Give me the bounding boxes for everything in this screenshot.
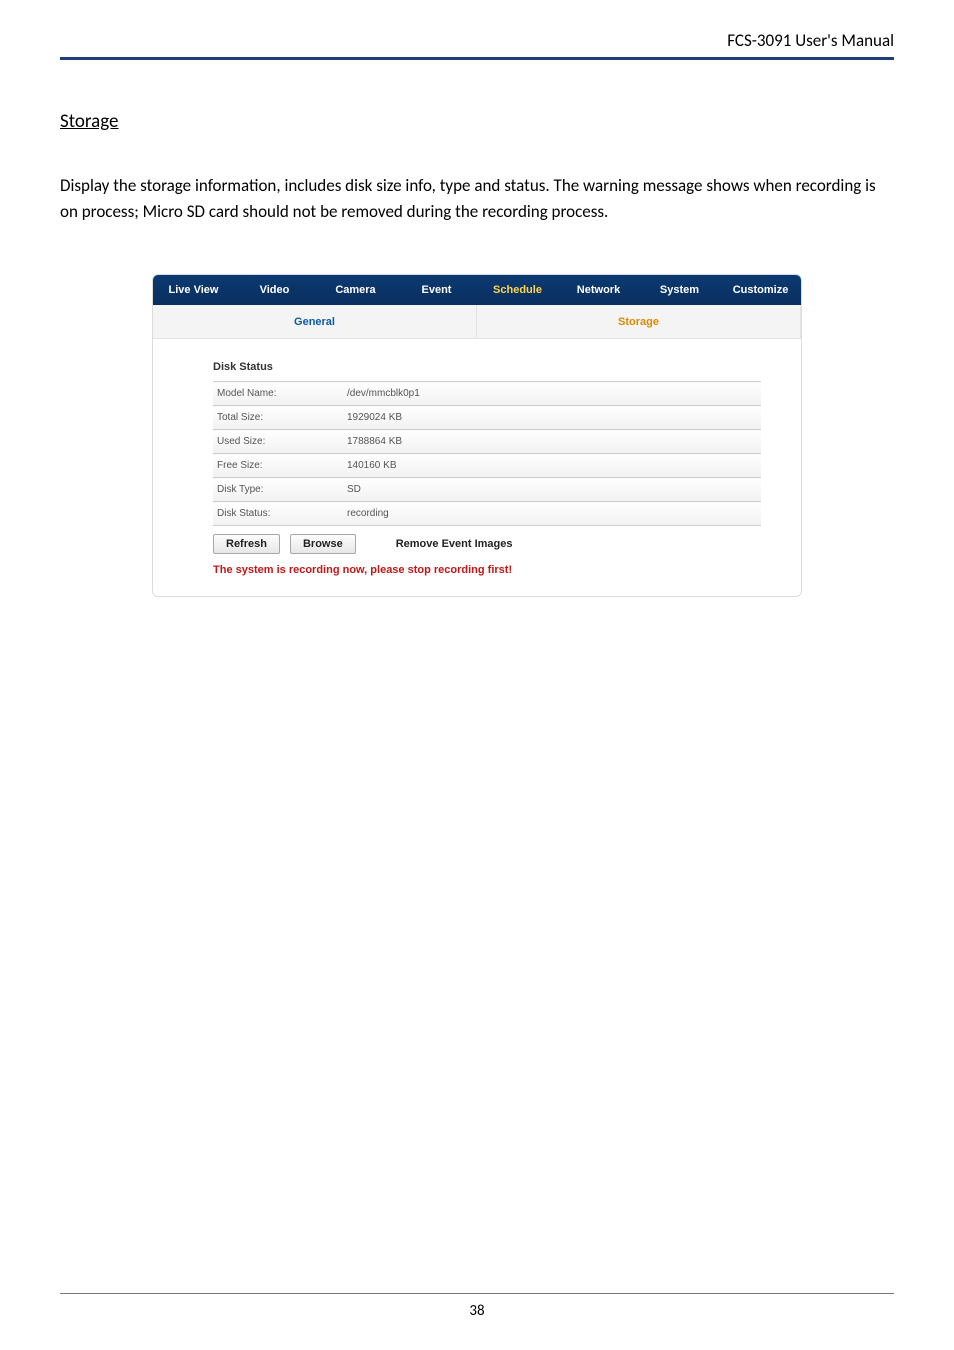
embedded-screenshot: Live View Video Camera Event Schedule Ne… (152, 274, 802, 597)
nav-customize[interactable]: Customize (720, 275, 801, 305)
nav-network[interactable]: Network (558, 275, 639, 305)
browse-button[interactable]: Browse (290, 534, 356, 554)
table-row: Total Size: 1929024 KB (213, 406, 761, 430)
sub-tab-bar: General Storage (153, 305, 801, 339)
footer-rule (60, 1293, 894, 1294)
nav-system[interactable]: System (639, 275, 720, 305)
table-row: Model Name: /dev/mmcblk0p1 (213, 382, 761, 406)
row-value: 1788864 KB (343, 430, 761, 454)
row-value: 140160 KB (343, 454, 761, 478)
header-rule (60, 57, 894, 60)
table-row: Free Size: 140160 KB (213, 454, 761, 478)
doc-header: FCS-3091 User's Manual (60, 30, 894, 57)
page-number: 38 (60, 1296, 894, 1320)
row-value: recording (343, 502, 761, 526)
row-label: Disk Status: (213, 502, 343, 526)
row-label: Used Size: (213, 430, 343, 454)
main-nav: Live View Video Camera Event Schedule Ne… (153, 275, 801, 305)
body-paragraph: Display the storage information, include… (60, 173, 894, 224)
panel-title: Disk Status (213, 361, 761, 373)
table-row: Disk Status: recording (213, 502, 761, 526)
table-row: Disk Type: SD (213, 478, 761, 502)
row-value: SD (343, 478, 761, 502)
nav-video[interactable]: Video (234, 275, 315, 305)
remove-event-images-link[interactable]: Remove Event Images (396, 538, 513, 550)
nav-camera[interactable]: Camera (315, 275, 396, 305)
nav-live-view[interactable]: Live View (153, 275, 234, 305)
content-area: Disk Status Model Name: /dev/mmcblk0p1 T… (153, 339, 801, 596)
table-row: Used Size: 1788864 KB (213, 430, 761, 454)
nav-schedule[interactable]: Schedule (477, 275, 558, 305)
row-value: /dev/mmcblk0p1 (343, 382, 761, 406)
tab-general[interactable]: General (153, 305, 477, 338)
button-row: Refresh Browse Remove Event Images (213, 534, 761, 554)
row-value: 1929024 KB (343, 406, 761, 430)
row-label: Free Size: (213, 454, 343, 478)
warning-message: The system is recording now, please stop… (213, 564, 761, 576)
row-label: Total Size: (213, 406, 343, 430)
disk-status-table: Model Name: /dev/mmcblk0p1 Total Size: 1… (213, 381, 761, 526)
refresh-button[interactable]: Refresh (213, 534, 280, 554)
nav-event[interactable]: Event (396, 275, 477, 305)
row-label: Model Name: (213, 382, 343, 406)
tab-storage[interactable]: Storage (477, 305, 801, 338)
row-label: Disk Type: (213, 478, 343, 502)
section-title: Storage (60, 110, 894, 133)
